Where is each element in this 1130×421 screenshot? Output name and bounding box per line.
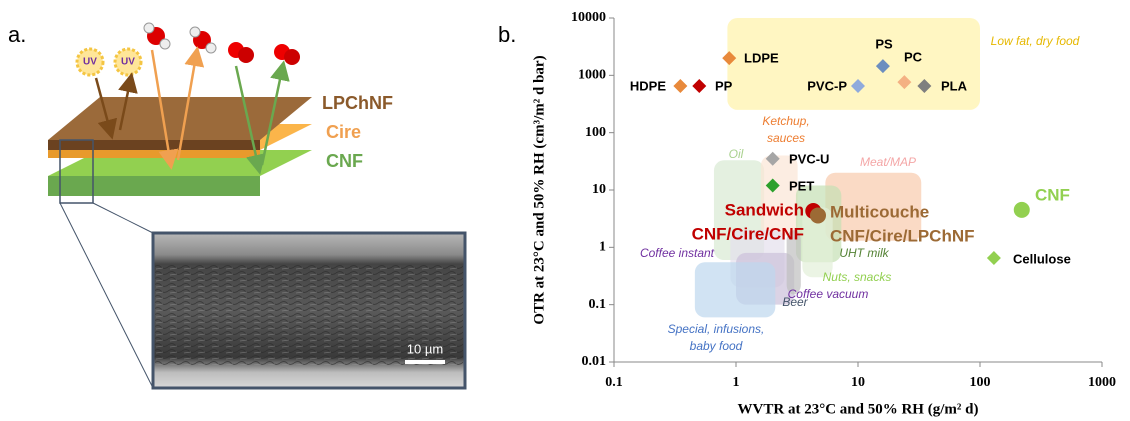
data-point (692, 79, 707, 94)
layer-label: CNF (326, 151, 363, 171)
requirement-region (694, 262, 776, 318)
requirement-region (727, 18, 980, 110)
panel-a: a. LPChNF Cire CNF UV UV (8, 22, 467, 390)
region-label: Ketchup, (762, 114, 809, 128)
data-point (986, 251, 1001, 266)
data-point (851, 79, 865, 94)
region-label: Meat/MAP (860, 155, 916, 169)
data-point (673, 79, 688, 94)
region-label: Coffee instant (640, 246, 715, 260)
sem-texture (155, 265, 463, 365)
layer-label: LPChNF (322, 93, 393, 113)
point-label: PVC-P (807, 78, 847, 93)
y-tick-label: 0.1 (589, 297, 607, 312)
point-label: PVC-U (789, 151, 829, 166)
x-tick-label: 10 (851, 375, 865, 390)
point-label: PS (875, 36, 893, 51)
y-tick-label: 0.01 (582, 354, 607, 369)
layer-label: Cire (326, 122, 361, 142)
arrows (94, 46, 290, 175)
point-label: CNF/Cire/LPChNF (830, 226, 975, 245)
data-point (1013, 201, 1030, 218)
zoom-line (92, 202, 154, 234)
x-tick-label: 100 (970, 375, 991, 390)
point-label: CNF/Cire/CNF (692, 224, 804, 243)
y-axis-label: OTR at 23°C and 50% RH (cm³/m² d bar) (531, 55, 547, 324)
point-label: PC (904, 49, 923, 64)
requirement-region (786, 230, 801, 295)
requirement-region (802, 207, 833, 278)
data-point (809, 207, 826, 224)
y-tick-label: 10 (592, 182, 606, 197)
point-label: Multicouche (830, 202, 929, 221)
point-label: LDPE (744, 50, 779, 65)
region-label: Beer (782, 295, 808, 309)
uv-label: UV (121, 57, 135, 68)
region-label: Oil (729, 147, 744, 161)
panel-label: a. (8, 22, 26, 47)
y-tick-label: 1000 (578, 68, 606, 83)
region-label: Nuts, snacks (823, 270, 892, 284)
cnf-layer-side (48, 176, 260, 196)
y-tick-label: 10000 (571, 10, 606, 25)
point-label: CNF (1035, 185, 1070, 204)
uv-label: UV (83, 57, 97, 68)
x-axis-label: WVTR at 23°C and 50% RH (g/m² d) (738, 401, 979, 417)
point-label: PLA (941, 78, 968, 93)
point-label: PET (789, 178, 814, 193)
water-molecule (143, 22, 217, 54)
region-label: UHT milk (839, 246, 889, 260)
data-point (917, 79, 932, 94)
point-label: HDPE (630, 78, 666, 93)
requirement-region (760, 155, 798, 236)
point-label: Cellulose (1013, 251, 1071, 266)
zoom-line (59, 202, 154, 389)
region-label: Coffee vacuum (788, 287, 869, 301)
lpchnf-layer-side (48, 140, 260, 150)
region-label: baby food (690, 339, 743, 353)
panel-b: b. WVTR at 23°C and 50% RH (g/m² d) OTR … (498, 22, 978, 418)
x-tick-label: 1000 (1088, 375, 1116, 390)
panel-label: b. (498, 22, 516, 47)
region-label: Special, infusions, (668, 322, 765, 336)
data-point (765, 151, 780, 166)
oxygen-molecule (228, 42, 300, 65)
requirement-region (825, 172, 922, 241)
y-tick-label: 1 (599, 240, 606, 255)
data-point (897, 75, 912, 90)
x-tick-label: 1 (733, 375, 740, 390)
x-tick-label: 0.1 (605, 375, 623, 390)
region-label: sauces (767, 131, 805, 145)
zoom-box (59, 139, 94, 204)
data-point (875, 59, 890, 74)
region-label: Low fat, dry food (991, 34, 1080, 48)
cire-layer-side (48, 150, 260, 158)
data-point (765, 178, 780, 193)
data-point (722, 51, 737, 66)
uv-sun (75, 47, 143, 77)
point-label: Sandwich (725, 200, 804, 219)
point-label: PP (715, 78, 733, 93)
y-tick-label: 100 (585, 125, 606, 140)
scale-bar-label: 10 µm (407, 341, 443, 356)
